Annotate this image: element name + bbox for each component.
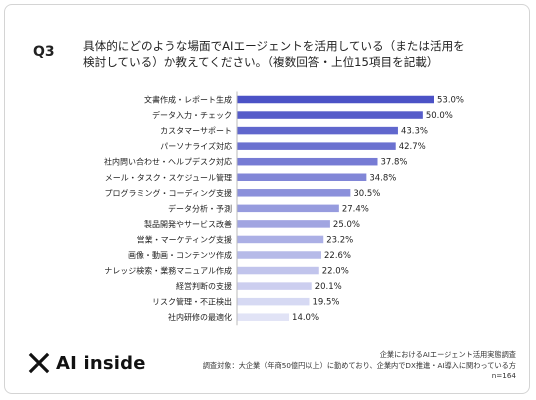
value-label: 23.2% [326,235,353,245]
bar [237,126,398,135]
question-line-1: 具体的にどのような場面でAIエージェントを活用している（または活用を [83,39,465,53]
bar [237,189,351,197]
bar [237,235,324,244]
category-label: 社内問い合わせ・ヘルプデスク対応 [104,157,232,167]
value-label: 30.5% [353,189,380,199]
company-logo: AI inside [28,352,146,374]
survey-title: 企業におけるAIエージェント活用実態調査 [379,350,516,359]
x-mark-icon [28,352,50,374]
category-label: 経営判断の支援 [176,281,232,291]
value-label: 19.5% [312,298,339,308]
bar [237,157,378,166]
category-label: 画像・動画・コンテンツ作成 [128,250,232,260]
value-label: 20.1% [315,282,342,292]
bar [237,282,312,290]
value-label: 22.6% [324,251,351,261]
value-label: 43.3% [401,127,428,137]
value-label: 22.0% [322,267,349,277]
category-label: カスタマーサポート [160,127,232,136]
question-line-2: 検討している）か教えてください。（複数回答・上位15項目を記載） [83,55,439,69]
category-label: 文書作成・レポート生成 [144,95,232,105]
value-label: 42.7% [399,142,426,152]
category-label: 製品開発やサービス改善 [144,219,232,229]
category-label: パーソナライズ対応 [160,141,232,151]
bar [237,95,434,104]
category-label: データ分析・予測 [168,203,232,213]
bar [237,297,310,306]
sample-size: n=164 [491,371,516,380]
bar [237,251,322,259]
category-label: 社内研修の最適化 [168,312,232,322]
category-label: リスク管理・不正検出 [152,297,232,307]
category-label: ナレッジ検索・業務マニュアル作成 [104,266,232,276]
logo-text: AI inside [56,352,146,374]
value-label: 25.0% [333,220,360,230]
bar [237,204,339,213]
value-label: 50.0% [426,111,453,121]
bar [237,173,367,181]
slide-card: Q3 具体的にどのような場面でAIエージェントを活用している（または活用を 検討… [4,4,530,394]
value-label: 34.8% [369,173,396,183]
category-label: プログラミング・コーディング支援 [105,188,232,198]
question-number: Q3 [33,44,55,60]
question-text: 具体的にどのような場面でAIエージェントを活用している（または活用を 検討してい… [83,38,513,70]
category-label: メール・タスク・スケジュール管理 [105,172,232,182]
bar [237,111,423,119]
bar [237,266,319,275]
value-label: 14.0% [292,313,319,323]
category-label: データ入力・チェック [152,110,232,120]
bar [237,220,330,228]
value-label: 37.8% [381,158,408,168]
survey-target: 調査対象：大企業（年商50億円以上）に勤めており、企業内でDX推進・AI導入に関… [202,360,516,370]
value-label: 53.0% [437,96,464,106]
bar [237,142,396,150]
value-label: 27.4% [342,204,369,214]
bar [237,313,290,321]
category-label: 営業・マーケティング支援 [137,234,232,244]
survey-meta: 企業におけるAIエージェント活用実態調査 調査対象：大企業（年商50億円以上）に… [203,350,516,382]
